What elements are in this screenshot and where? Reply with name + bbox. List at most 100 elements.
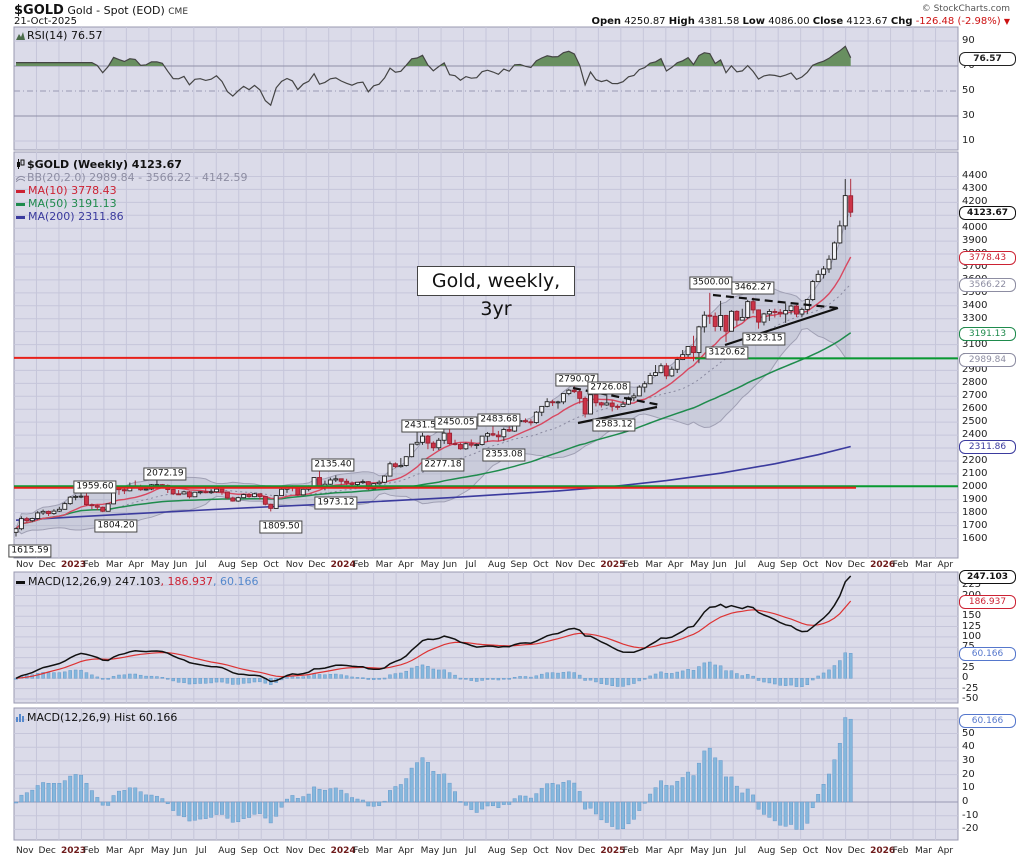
price-annotation: 1973.12 xyxy=(314,496,358,510)
rsi-tick-label: 50 xyxy=(962,85,975,96)
price-tick-label: 2100 xyxy=(962,467,988,479)
macd-tick-label: 225 xyxy=(962,579,982,591)
price-annotation: 2583.12 xyxy=(592,418,636,432)
axis-price-tag: 247.103 xyxy=(959,569,1016,584)
x-axis-month-label: Apr xyxy=(128,560,144,570)
x-axis-month-label: Sep xyxy=(240,846,258,856)
histogram-icon xyxy=(16,713,25,725)
chart-note-box: Gold, weekly, 3yr xyxy=(417,266,575,320)
macd-tick-label: -25 xyxy=(962,682,979,694)
x-axis-month-label: Mar xyxy=(375,846,393,856)
main-legend-symbol: $GOLD (Weekly) 4123.67 xyxy=(16,159,182,172)
price-tick-label: 2600 xyxy=(962,403,988,415)
price-tick-label: 4300 xyxy=(962,183,988,195)
x-axis-month-label: Oct xyxy=(263,560,279,570)
x-axis-month-label: Oct xyxy=(802,560,819,570)
price-annotation: 3120.62 xyxy=(705,346,749,360)
hist-legend: MACD(12,26,9) Hist 60.166 xyxy=(16,712,177,725)
copyright-label: © StockCharts.com xyxy=(921,4,1010,14)
macd-tick-label: 75 xyxy=(962,642,1014,652)
x-axis-month-label: Jul xyxy=(195,560,207,570)
price-tick-label: 3100 xyxy=(962,338,988,350)
x-axis-month-label: Oct xyxy=(532,846,549,856)
price-tick-label: 3700 xyxy=(962,260,988,272)
x-axis-month-label: Feb xyxy=(892,846,909,856)
chart-date: 21-Oct-2025 xyxy=(14,16,77,27)
x-axis-month-label: 2023 xyxy=(60,846,86,856)
x-axis-month-label: May xyxy=(690,846,709,856)
x-axis-month-label: Mar xyxy=(105,560,123,570)
x-axis-month-label: Dec xyxy=(308,846,326,856)
x-axis-month-label: Apr xyxy=(667,846,684,856)
price-tick-label: 2500 xyxy=(962,416,988,428)
x-axis-month-label: 2025 xyxy=(600,560,626,570)
hist-tick-label: 20 xyxy=(962,768,975,780)
x-axis-month-label: Mar xyxy=(645,846,663,856)
price-annotation: 3500.00 xyxy=(689,276,733,290)
x-axis-month-label: Jul xyxy=(465,560,477,570)
price-tick-label: 1800 xyxy=(962,506,988,518)
price-tick-label: 2200 xyxy=(962,454,988,466)
x-axis-month-label: Sep xyxy=(780,560,798,570)
axis-price-tag: 60.166 xyxy=(959,647,1016,662)
x-axis-month-label: Aug xyxy=(757,846,776,856)
x-axis-month-label: Oct xyxy=(532,560,549,570)
trendline xyxy=(712,293,839,310)
rsi-line xyxy=(16,45,852,107)
x-axis-month-label: Nov xyxy=(555,846,573,856)
close-label: Close xyxy=(812,16,844,27)
price-tick-label: 2800 xyxy=(962,377,988,389)
axis-price-tag: 3566.22 xyxy=(959,278,1016,293)
x-axis-month-label: Jun xyxy=(173,560,188,570)
close-value: 4123.67 xyxy=(846,16,888,27)
x-axis-month-label: Feb xyxy=(353,846,370,856)
x-axis-month-label: Mar xyxy=(915,560,933,570)
axis-price-tag: 60.166 xyxy=(959,713,1016,728)
price-annotation: 2135.40 xyxy=(311,458,355,472)
ma200-line xyxy=(15,445,851,521)
x-axis-month-label: Jul xyxy=(195,846,207,856)
x-axis-month-label: Apr xyxy=(667,560,684,570)
symbol-ticker: $GOLD xyxy=(14,3,64,18)
x-axis-month-label: May xyxy=(150,846,170,856)
price-annotation: 2277.18 xyxy=(421,458,465,472)
x-axis-month-label: 2024 xyxy=(330,846,356,856)
price-tick-label: 4200 xyxy=(962,196,988,208)
axis-price-tag: 2989.84 xyxy=(959,352,1016,367)
x-axis-month-label: Apr xyxy=(398,846,414,856)
x-axis-month-label: Jun xyxy=(173,846,188,856)
candlestick-icon xyxy=(16,159,25,172)
price-tick-label: 2700 xyxy=(962,390,988,402)
macd-tick-label: 0 xyxy=(962,672,969,684)
price-annotation: 2431.55 xyxy=(401,419,445,433)
price-tick-label: 3500 xyxy=(962,286,988,298)
low-label: Low xyxy=(742,16,766,27)
x-axis-month-label: 2025 xyxy=(600,846,626,856)
x-axis-month-label: Dec xyxy=(38,560,56,570)
main-legend-ma10: MA(10) 3778.43 xyxy=(16,185,117,197)
x-axis-month-label: Feb xyxy=(892,560,909,570)
x-axis-month-label: Mar xyxy=(375,560,393,570)
x-axis-month-label: Mar xyxy=(915,846,933,856)
x-axis-month-label: Nov xyxy=(285,846,304,856)
main-legend-bb: BB(20,2.0) 2989.84 - 3566.22 - 4142.59 xyxy=(15,172,248,185)
hist-tick-label: -20 xyxy=(962,823,979,835)
hist-tick-label: -10 xyxy=(962,809,979,821)
x-axis-month-label: Mar xyxy=(105,846,123,856)
x-axis-month-label: Aug xyxy=(218,846,236,856)
x-axis-month-label: Jun xyxy=(443,560,458,570)
x-axis-month-label: Aug xyxy=(487,560,506,570)
rsi-tick-label: 30 xyxy=(962,110,975,121)
price-annotation: 2353.08 xyxy=(482,448,526,462)
x-axis-month-label: Nov xyxy=(16,560,34,570)
area-chart-icon xyxy=(16,31,25,43)
x-axis-month-label: Apr xyxy=(937,846,954,856)
price-tick-label: 3900 xyxy=(962,235,988,247)
price-annotation: 1959.60 xyxy=(73,480,117,494)
macd-tick-label: 100 xyxy=(962,630,982,642)
hist-tick-label: 10 xyxy=(962,782,975,794)
macd-signal-line xyxy=(15,600,852,679)
